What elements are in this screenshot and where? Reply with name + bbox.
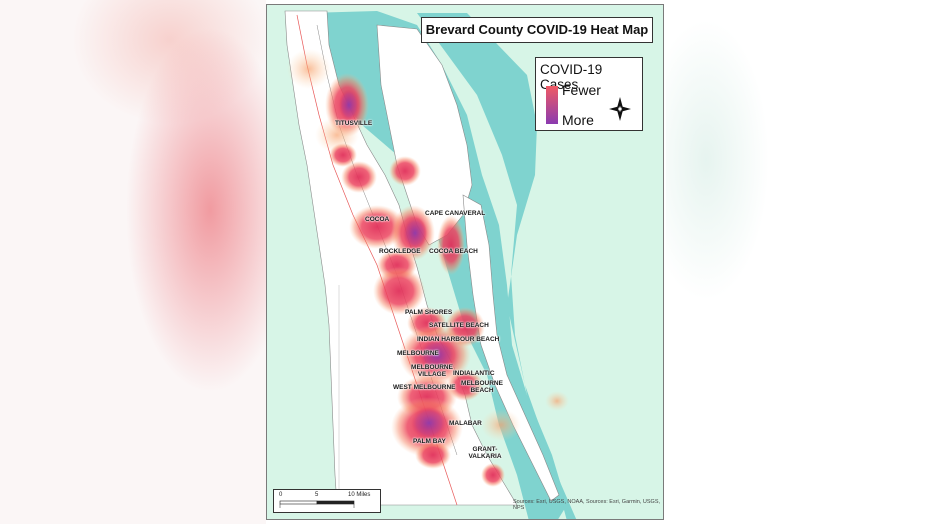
background-blur-right [666,0,932,524]
legend: COVID-19 Cases Fewer More [535,57,643,131]
hotspot-halo [545,391,569,411]
city-label: GRANT-VALKARIA [468,446,502,460]
atlantic-ocean [417,13,577,519]
city-label: COCOA BEACH [429,248,478,255]
legend-low-label: Fewer [562,82,601,98]
city-label: PALM BAY [413,438,446,445]
city-label: ROCKLEDGE [379,248,421,255]
city-label: INDIALANTIC [453,370,495,377]
scale-bar: 0 5 10 Miles [273,489,381,513]
city-label: MELBOURNE BEACH [461,380,503,394]
scale-label: 0 [279,492,283,498]
hotspot-melbourne-core [419,339,455,371]
hotspot-halo [481,409,521,441]
city-label: SATELLITE BEACH [429,322,489,329]
legend-high-label: More [562,112,594,128]
hotspot-merritt-island-core [403,217,427,249]
hotspot-titusville-core [339,89,359,121]
map-title: Brevard County COVID-19 Heat Map [421,17,653,43]
heat-map: Brevard County COVID-19 Heat Map COVID-1… [266,4,664,520]
north-arrow-icon [609,97,631,121]
hotspot-indialantic [447,369,483,401]
city-label: TITUSVILLE [335,120,373,127]
scale-bar-graphic [279,500,355,508]
city-label: MELBOURNE VILLAGE [411,364,453,378]
hotspot-palm-bay-core [411,407,447,439]
city-label: PALM SHORES [405,309,453,316]
map-sources: Sources: Esri, USGS, NOAA, Sources: Esri… [513,499,661,511]
map-canvas [284,10,577,519]
legend-color-ramp [546,86,558,124]
scale-label: 10 Miles [348,492,371,498]
hotspot-palm-bay-south [415,441,451,469]
background-blur-left [0,0,266,524]
hotspot-merritt-north [389,156,421,186]
city-label: INDIAN HARBOUR BEACH [417,336,500,343]
hotspot-port-st-john [341,161,377,193]
hotspot-viera [373,267,425,315]
city-label: MELBOURNE [397,350,439,357]
city-label: CAPE CANAVERAL [425,210,486,217]
hotspot-north [329,143,357,167]
city-label: COCOA [365,216,390,223]
hotspot-halo [287,49,331,89]
hotspot-grant-valkaria [481,463,505,487]
scale-label: 5 [315,492,319,498]
hotspot-cocoa [349,205,405,249]
city-label: MALABAR [449,420,482,427]
city-label: WEST MELBOURNE [393,384,456,391]
hotspot-cocoa-beach [437,215,465,275]
